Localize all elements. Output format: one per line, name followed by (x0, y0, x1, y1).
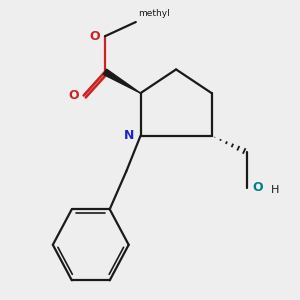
Text: methyl: methyl (138, 9, 170, 18)
Text: O: O (253, 182, 263, 194)
Text: H: H (271, 185, 279, 195)
Polygon shape (103, 69, 140, 93)
Text: N: N (124, 129, 134, 142)
Text: O: O (68, 89, 79, 102)
Text: O: O (90, 30, 100, 43)
